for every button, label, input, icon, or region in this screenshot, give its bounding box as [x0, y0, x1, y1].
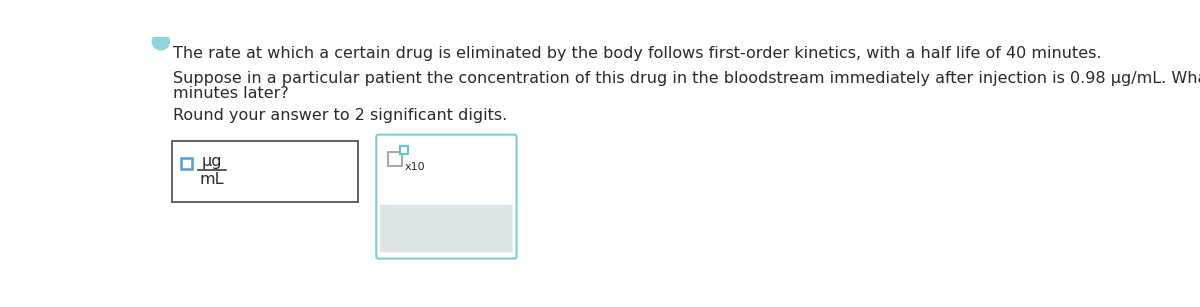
Text: μg: μg	[202, 154, 222, 169]
Bar	[181, 158, 192, 169]
FancyBboxPatch shape	[380, 205, 512, 252]
Text: ?: ?	[482, 220, 492, 238]
Circle shape	[152, 33, 169, 50]
Bar	[172, 141, 358, 202]
Text: Round your answer to 2 significant digits.: Round your answer to 2 significant digit…	[173, 108, 508, 123]
Text: The rate at which a certain drug is eliminated by the body follows first-order k: The rate at which a certain drug is elim…	[173, 46, 1102, 61]
Text: Suppose in a particular patient the concentration of this drug in the bloodstrea: Suppose in a particular patient the conc…	[173, 71, 1200, 86]
FancyBboxPatch shape	[377, 135, 516, 258]
Text: x10: x10	[404, 161, 426, 172]
Text: ↺: ↺	[439, 220, 455, 238]
Bar	[388, 152, 402, 166]
Text: mL: mL	[199, 172, 224, 187]
Bar	[401, 146, 408, 154]
Text: ×: ×	[401, 220, 415, 238]
Text: minutes later?: minutes later?	[173, 86, 289, 101]
